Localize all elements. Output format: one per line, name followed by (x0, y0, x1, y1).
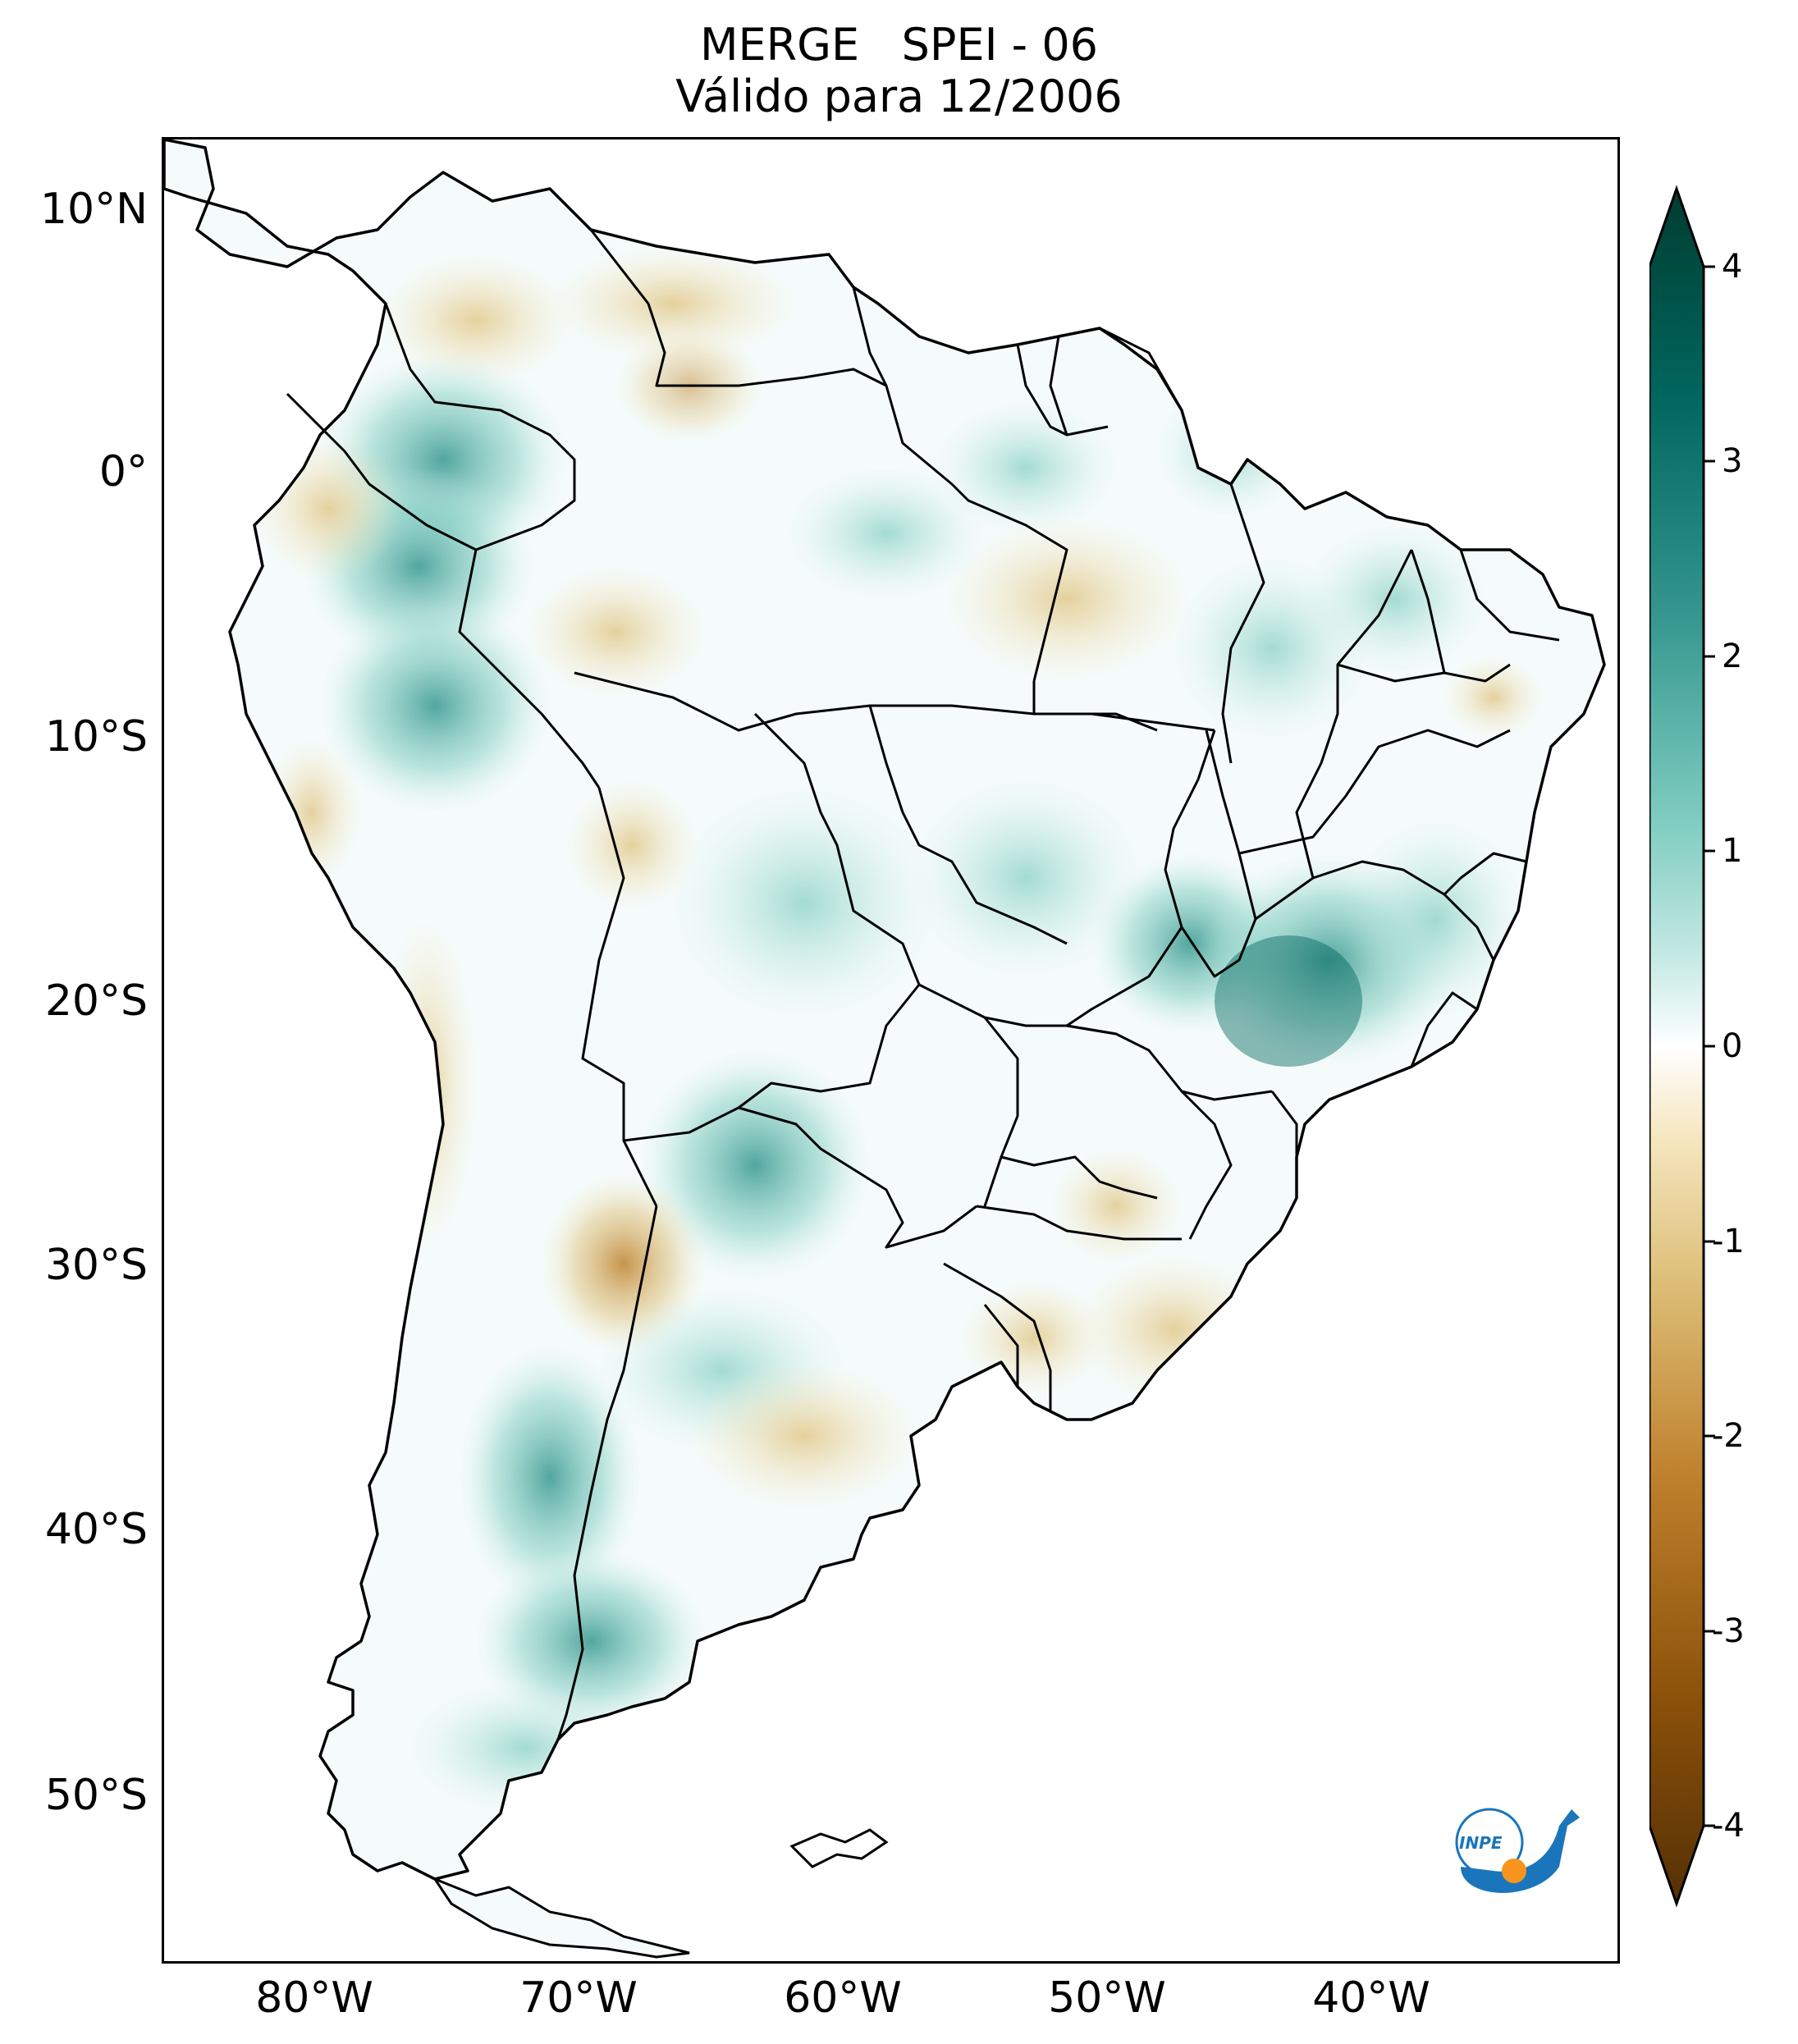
lat-label-20s: 20°S (44, 976, 148, 1026)
colorbar (1649, 185, 1715, 1908)
cb-tick-minus1: -1 (1712, 1223, 1745, 1260)
spei-field (254, 246, 1543, 1813)
cb-tick-1: 1 (1722, 832, 1743, 870)
tierra-del-fuego (432, 1876, 690, 1959)
map-title: MERGE SPEI - 06 (699, 19, 1099, 71)
cb-tick-3: 3 (1722, 442, 1743, 480)
map-subtitle: Válido para 12/2006 (675, 71, 1123, 122)
lon-label-40w: 40°W (1312, 1973, 1430, 2023)
lon-label-50w: 50°W (1048, 1973, 1166, 2023)
cb-tick-minus2: -2 (1712, 1417, 1745, 1455)
cb-tick-4: 4 (1722, 248, 1743, 286)
cb-tick-minus3: -3 (1712, 1612, 1745, 1650)
lat-label-0: 0° (98, 447, 148, 496)
lat-label-30s: 30°S (44, 1241, 148, 1290)
south-america-map (164, 139, 1606, 1959)
map-panel (162, 137, 1620, 1964)
lon-label-60w: 60°W (784, 1973, 902, 2023)
inpe-logo: INPE (1455, 1808, 1580, 1893)
inpe-logo-text: INPE (1459, 1833, 1503, 1853)
falkland-islands (789, 1828, 889, 1868)
lat-label-10s: 10°S (44, 712, 148, 761)
lon-label-80w: 80°W (255, 1973, 373, 2023)
lat-label-40s: 40°S (44, 1505, 148, 1554)
lon-label-70w: 70°W (519, 1973, 638, 2023)
country-borders (286, 229, 1560, 1740)
cb-tick-2: 2 (1722, 638, 1743, 675)
lat-label-50s: 50°S (44, 1771, 148, 1820)
lat-label-10n: 10°N (39, 185, 148, 234)
cb-tick-minus4: -4 (1712, 1807, 1745, 1845)
cb-tick-0: 0 (1722, 1027, 1743, 1065)
